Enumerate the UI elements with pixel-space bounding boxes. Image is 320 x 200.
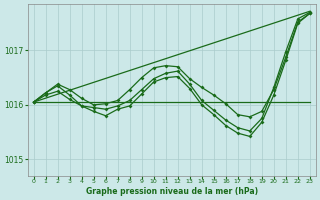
- X-axis label: Graphe pression niveau de la mer (hPa): Graphe pression niveau de la mer (hPa): [86, 187, 258, 196]
